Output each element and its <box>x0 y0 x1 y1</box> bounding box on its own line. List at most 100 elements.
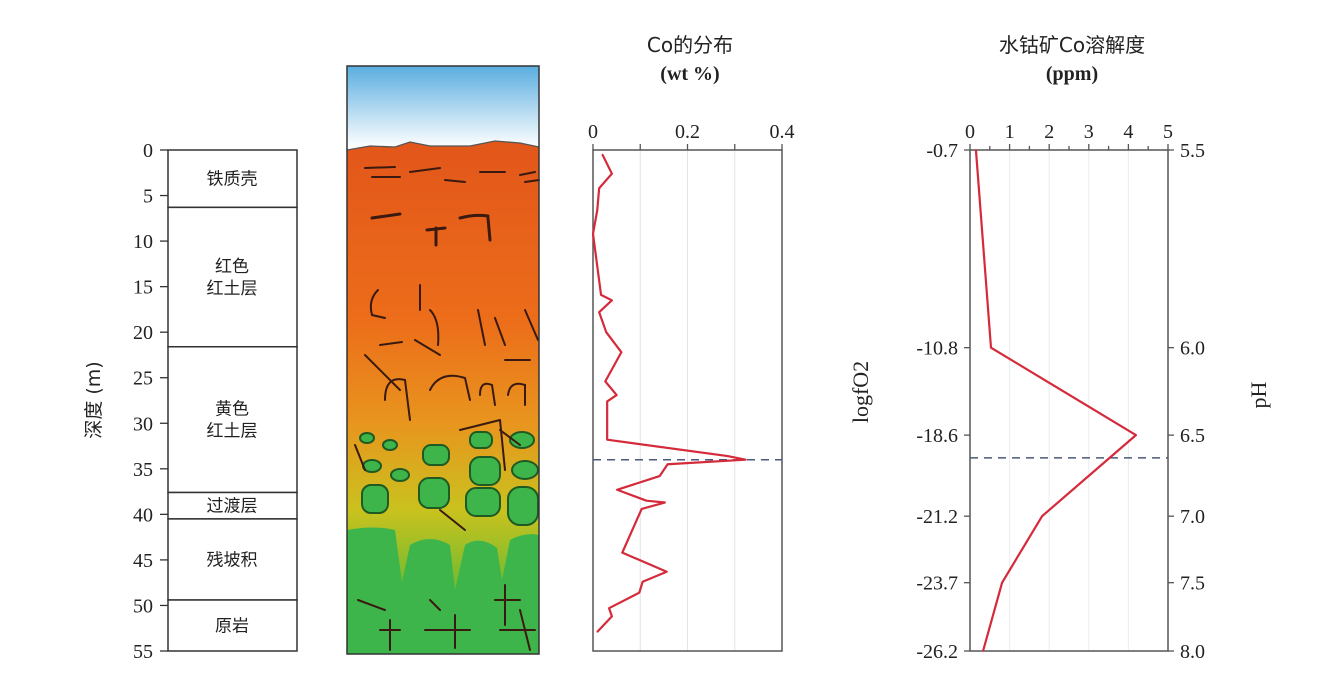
data-point <box>601 153 604 156</box>
logfo2-tick-label: -0.7 <box>926 140 958 162</box>
data-point <box>982 650 984 652</box>
data-point <box>596 209 599 211</box>
x-tick-label: 1 <box>1005 121 1015 143</box>
data-point <box>666 463 669 466</box>
data-point <box>611 615 613 618</box>
logfo2-tick-label: -18.6 <box>916 425 958 447</box>
soil-body <box>347 141 539 654</box>
x-tick-label: 5 <box>1163 121 1173 143</box>
data-point <box>990 346 992 349</box>
chart2-title: 水钴矿Co溶解度 <box>999 33 1145 57</box>
ground-surface <box>346 140 540 151</box>
depth-axis-label: 深度 (m) <box>83 361 105 438</box>
depth-tick-label: 40 <box>133 504 153 526</box>
x-tick-label: 0 <box>965 121 975 143</box>
ph-tick-label: 6.0 <box>1180 338 1205 360</box>
strat-layer: 铁质壳 <box>167 149 298 209</box>
soil-profile-illustration <box>346 65 540 655</box>
x-tick-label: 0.2 <box>675 121 700 143</box>
depth-tick-label: 50 <box>133 595 153 617</box>
chart2-subtitle: (ppm) <box>1046 63 1098 85</box>
chart1-subtitle: (wt %) <box>660 63 719 85</box>
data-point <box>621 551 624 554</box>
data-point <box>641 580 644 583</box>
layer-box <box>167 491 298 520</box>
data-point <box>1001 581 1003 584</box>
data-point <box>1135 434 1137 436</box>
x-tick-label: 2 <box>1044 121 1054 143</box>
layer-label: 红土层 <box>207 279 258 299</box>
data-point <box>638 591 641 594</box>
depth-tick-label: 5 <box>143 186 153 208</box>
layer-label: 铁质壳 <box>207 170 258 190</box>
logfo2-tick-label: -10.8 <box>916 338 958 360</box>
depth-tick-label: 10 <box>133 231 153 253</box>
depth-tick-label: 15 <box>133 277 153 299</box>
data-point <box>606 400 608 403</box>
depth-tick-label: 30 <box>133 413 153 435</box>
data-point <box>596 631 599 633</box>
data-point <box>604 380 607 383</box>
data-point <box>616 488 618 491</box>
data-point <box>1041 515 1043 517</box>
layer-label: 黄色 <box>215 400 249 420</box>
x-tick-label: 0 <box>588 121 598 143</box>
chart1-title: Co的分布 <box>647 33 733 57</box>
layer-box <box>167 346 298 494</box>
bedrock-zone <box>347 527 539 654</box>
co-distribution-chart: Co的分布 (wt %) 0 0.2 0.4 <box>588 33 795 652</box>
ph-tick-label: 5.5 <box>1180 140 1205 162</box>
ph-tick-label: 7.5 <box>1180 573 1205 595</box>
data-point <box>640 508 643 510</box>
data-point <box>664 501 666 504</box>
data-point <box>645 499 648 502</box>
co-wt-line <box>591 154 747 633</box>
depth-tick-label: 20 <box>133 322 153 344</box>
ph-tick-label: 8.0 <box>1180 641 1205 663</box>
logfo2-axis-label: logfO2 <box>848 361 873 423</box>
data-point <box>658 475 661 477</box>
profile-frame <box>346 65 540 655</box>
depth-tick-label: 35 <box>133 459 153 481</box>
x-tick-label: 0.4 <box>770 121 795 143</box>
data-point <box>726 455 729 457</box>
plot-frame <box>969 149 1169 652</box>
depth-tick-label: 45 <box>133 550 153 572</box>
logfo2-tick-label: -23.7 <box>916 573 958 595</box>
ph-tick-label: 6.5 <box>1180 425 1205 447</box>
data-point <box>975 149 977 151</box>
data-point <box>611 172 613 175</box>
layer-label: 残坡积 <box>207 550 258 570</box>
layer-label: 过渡层 <box>207 497 258 517</box>
sky <box>347 66 539 148</box>
strat-layer: 残坡积 <box>167 518 298 601</box>
fracture-strokes <box>354 166 540 651</box>
data-point <box>615 394 618 396</box>
layer-box <box>167 599 298 652</box>
data-point <box>606 438 608 441</box>
green-nodules <box>359 431 539 526</box>
layer-label: 红土层 <box>207 422 258 442</box>
data-point <box>611 299 613 302</box>
co-solubility-chart: 水钴矿Co溶解度 (ppm) logfO2 pH 0 1 2 3 4 5 -0.7 5.5 -1… <box>848 33 1271 663</box>
depth-tick-label: 0 <box>143 140 153 162</box>
data-point <box>600 294 602 296</box>
strat-layer: 过渡层 <box>167 491 298 520</box>
x-tick-label: 4 <box>1123 121 1133 143</box>
data-point <box>620 351 623 354</box>
depth-tick-label: 55 <box>133 641 153 663</box>
data-point <box>592 233 594 235</box>
layer-label: 红色 <box>215 257 249 277</box>
data-point <box>665 570 668 573</box>
strat-column: 深度 (m) 0 5 10 15 20 25 30 35 40 45 50 55 铁质壳红色红土层黄色… <box>83 140 298 663</box>
data-point <box>598 311 600 313</box>
logfo2-tick-label: -21.2 <box>916 506 958 528</box>
solubility-line <box>974 149 1138 652</box>
depth-tick-label: 25 <box>133 368 153 390</box>
strat-layer: 原岩 <box>167 599 298 652</box>
layer-label: 原岩 <box>215 616 249 636</box>
ph-tick-label: 7.0 <box>1180 506 1205 528</box>
